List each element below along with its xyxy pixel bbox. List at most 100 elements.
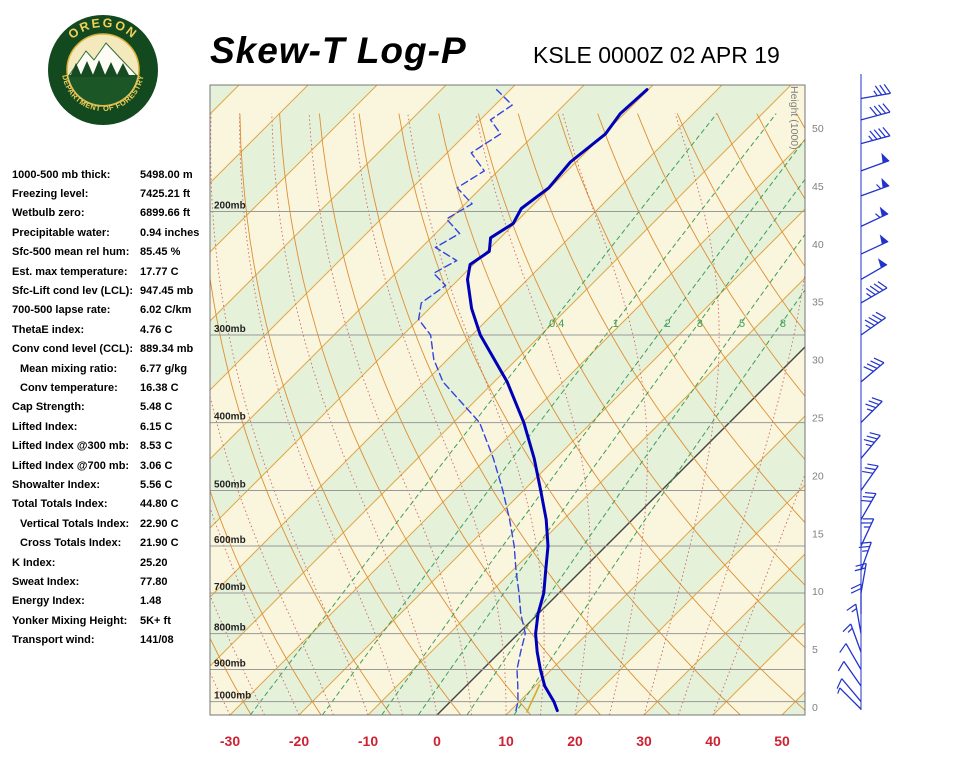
index-value: 947.45 mb [140,285,194,298]
index-label: K Index: [12,556,56,569]
isotherm-line [210,85,723,598]
index-row: Precipitable water: 0.94 inches [12,223,217,242]
wind-barb-half-tick [875,213,881,218]
wind-barb-tick [837,661,845,672]
mixing-ratio-line [466,233,805,715]
wind-barb-tick [863,366,874,372]
wind-barb-half-tick [876,184,882,190]
wind-barb-tick [862,470,874,474]
temp-tick-label: -10 [358,733,378,749]
temp-tick-label: -20 [289,733,309,749]
index-label: Cap Strength: [12,401,85,414]
station-label: KSLE 0000Z 02 APR 19 [533,42,780,68]
moist-adiabat-line [712,473,805,715]
mixing-ratio-line [513,289,805,715]
index-row: Cross Totals Index: 21.90 C [12,533,217,552]
index-row: Cap Strength: 5.48 C [12,398,217,417]
dry-adiabat-line [239,113,462,715]
wind-barb-tick [864,319,875,327]
wind-barb-tick [865,403,877,409]
wind-barb-half-tick [868,135,874,141]
index-value: 77.80 [140,575,168,588]
index-value: 3.06 C [140,459,173,472]
index-row: Showalter Index: 5.56 C [12,475,217,494]
wind-barb-tick [860,499,872,502]
wind-barb-icon [839,687,862,710]
dry-adiabat-line [557,113,805,524]
mixing-ratio-label: 0.4 [549,318,564,330]
wind-barb-tick [864,467,876,471]
wind-barb-tick [839,643,847,653]
index-value: 22.90 C [140,517,179,530]
index-value: 4.76 C [140,323,173,336]
pressure-label: 800mb [214,623,246,634]
parcel-trace [526,684,541,713]
height-tick-label: 10 [812,586,824,598]
tree-icon [92,60,106,77]
dry-adiabat-line [210,489,322,715]
mixing-ratio-line [321,113,777,715]
wind-barb-tick [882,127,891,137]
wind-barb-half-tick [847,627,853,633]
tree-icon [70,63,82,77]
index-value: 44.80 C [140,498,179,511]
moist-adiabat-line [239,113,403,715]
index-row: ThetaE index: 4.76 C [12,320,217,339]
index-label: Yonker Mixing Height: [12,614,128,627]
shading-band [782,692,805,715]
isotherm-line [505,415,805,715]
pressure-label: 300mb [214,324,246,335]
temp-tick-label: 50 [774,733,790,749]
height-tick-label: 40 [812,239,824,251]
wind-barb-tick [873,357,885,364]
wind-pennant [881,177,890,189]
index-label: Lifted Index @300 mb: [12,440,130,453]
height-axis-title: Height (1000) [788,86,800,150]
index-label: Freezing level: [12,188,89,201]
index-label: Est. max temperature: [12,265,128,278]
index-value: 7425.21 ft [140,188,191,201]
tree-icon [80,61,94,77]
index-row: Sweat Index: 77.80 [12,572,217,591]
index-label: Precipitable water: [12,226,110,239]
wind-barb-tick [883,83,892,94]
mixing-ratio-label: 2 [665,318,671,330]
dry-adiabat-line [676,113,805,333]
index-row: Sfc-Lift cond lev (LCL): 947.45 mb [12,281,217,300]
moist-adiabat-line [210,113,369,715]
index-row: Energy Index: 1.48 [12,592,217,611]
index-row: Yonker Mixing Height: 5K+ ft [12,611,217,630]
index-value: 141/08 [140,634,174,647]
index-label: Conv temperature: [20,381,118,394]
height-tick-label: 30 [812,355,824,367]
index-row: Lifted Index @300 mb: 8.53 C [12,436,217,455]
index-row: Conv cond level (CCL): 889.34 mb [12,340,217,359]
dry-adiabat-line [438,113,805,711]
wind-barb-half-tick [866,408,873,412]
wind-barb-icon [841,678,862,703]
index-value: 1.48 [140,595,162,608]
index-row: Mean mixing ratio: 6.77 g/kg [12,359,217,378]
mixing-ratio-line [249,113,718,715]
isotherm-line [210,85,378,253]
temp-tick-label: 30 [636,733,652,749]
wind-pennant [879,234,889,245]
dry-adiabat-line [477,113,805,649]
dry-adiabat-line [597,113,805,461]
plot-area: 0.4 1 2 3 5 8 [210,85,805,715]
index-row: Vertical Totals Index: 22.90 C [12,514,217,533]
index-value: 16.38 C [140,381,179,394]
wind-barb-tick [872,314,883,321]
wind-barb-icon [860,159,890,172]
wind-barb-tick [864,492,877,495]
index-label: Mean mixing ratio: [20,362,118,375]
wind-pennant [877,258,887,268]
wind-barb-tick [866,435,878,440]
index-label: 700-500 lapse rate: [12,304,111,317]
index-value: 25.20 [140,556,168,569]
mixing-ratio-label: 5 [739,318,745,330]
index-label: Total Totals Index: [12,498,108,511]
wind-barb-half-tick [873,90,878,97]
index-label: 1000-500 mb thick: [12,168,111,181]
index-label: Lifted Index @700 mb: [12,459,130,472]
